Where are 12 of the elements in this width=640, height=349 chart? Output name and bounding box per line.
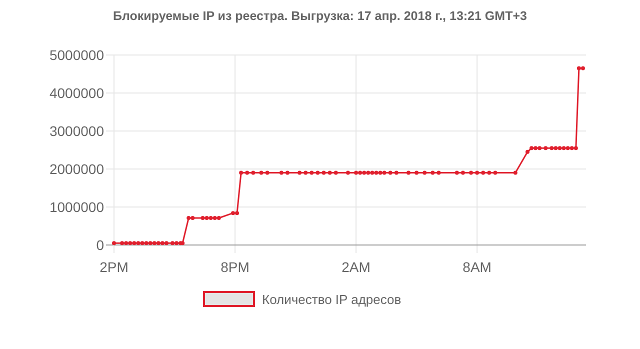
chart-title: Блокируемые IP из реестра. Выгрузка: 17 апр. 2018 г., 13:21 GMT+3: [113, 9, 528, 23]
x-tick-label: 2PM: [100, 259, 128, 275]
y-tick-label: 5000000: [49, 47, 104, 63]
y-tick-label: 3000000: [49, 123, 104, 139]
x-tick-label: 8AM: [462, 259, 492, 275]
y-tick-label: 1000000: [49, 199, 104, 215]
y-tick-label: 4000000: [49, 85, 104, 101]
x-tick-label: 2AM: [342, 259, 370, 275]
y-tick-label: 2000000: [49, 161, 104, 177]
legend-label: Количество IP адресов: [262, 292, 402, 307]
x-tick-label: 8PM: [220, 259, 250, 275]
y-tick-label: 0: [96, 237, 104, 253]
